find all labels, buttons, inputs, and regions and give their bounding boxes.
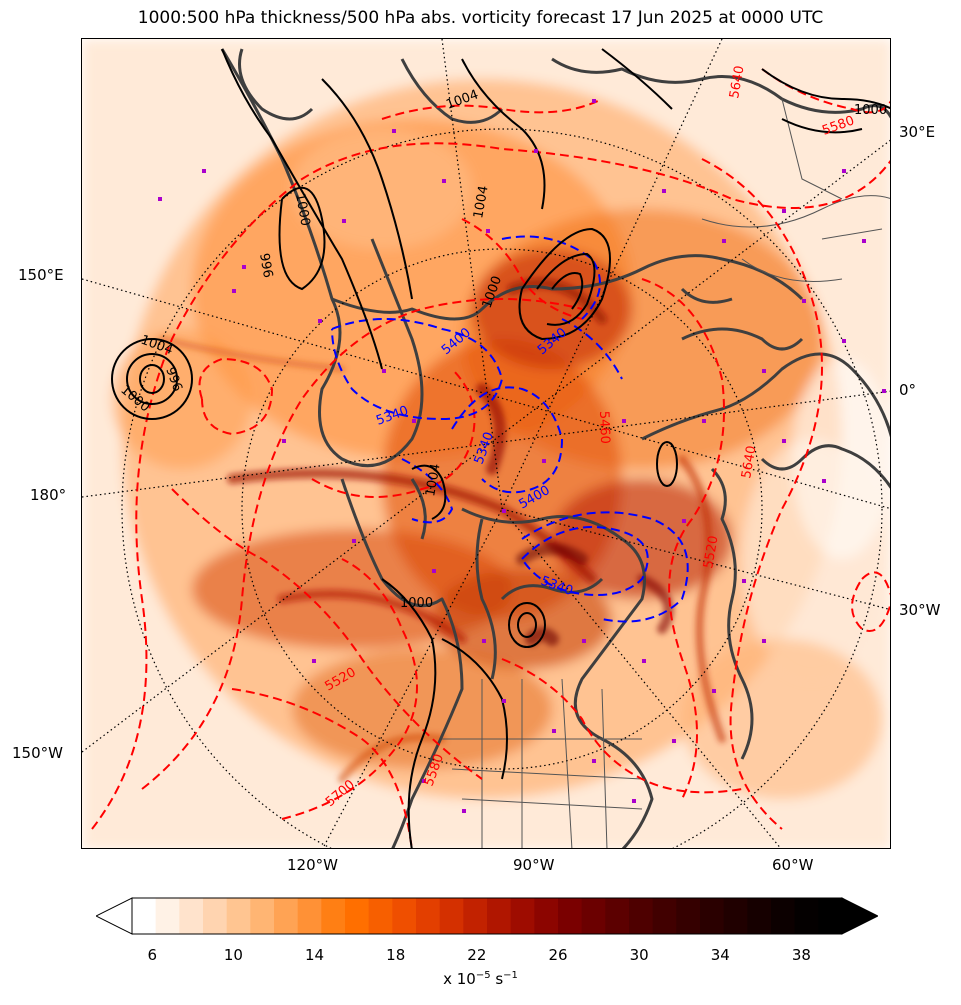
colorbar-label-exponent: −5	[475, 970, 491, 981]
colorbar-tick-label: 34	[710, 946, 730, 964]
colorbar-swatch	[747, 898, 772, 934]
lon-label-30w: 30°W	[899, 601, 941, 619]
colorbar-swatch	[700, 898, 725, 934]
colorbar-tick-label: 14	[305, 946, 325, 964]
colorbar-label-prefix: x 10	[443, 970, 476, 988]
colorbar-swatch	[203, 898, 228, 934]
graticule	[82, 39, 890, 848]
colorbar-swatch	[250, 898, 275, 934]
pressure-label: 1000	[400, 596, 433, 611]
colorbar-swatch	[629, 898, 654, 934]
colorbar	[94, 896, 880, 936]
colorbar-swatch	[771, 898, 796, 934]
lon-label-150e: 150°E	[18, 266, 64, 284]
colorbar-swatch	[132, 898, 157, 934]
lon-label-0: 0°	[899, 381, 917, 399]
colorbar-label: x 10−5 s−1	[0, 970, 961, 988]
colorbar-outline	[131, 897, 843, 935]
page-title: 1000:500 hPa thickness/500 hPa abs. vort…	[137, 8, 824, 28]
colorbar-swatch	[179, 898, 204, 934]
pressure-label: 1000	[854, 103, 887, 118]
map-panel: 1004 1000 996 1004 1000 1004 1000 996 10…	[81, 38, 891, 849]
colorbar-scale	[94, 897, 880, 935]
colorbar-swatch	[226, 898, 251, 934]
colorbar-label-unit: s	[490, 970, 504, 988]
colorbar-tick-label: 22	[467, 946, 487, 964]
colorbar-tick-label: 10	[223, 946, 243, 964]
colorbar-swatch	[463, 898, 488, 934]
colorbar-tick-label: 18	[386, 946, 406, 964]
colorbar-label-unit-exponent: −1	[503, 970, 518, 981]
thickness-contours-cold	[331, 235, 689, 623]
lon-label-120w: 120°W	[287, 856, 338, 874]
colorbar-swatch	[392, 898, 417, 934]
colorbar-swatch	[794, 898, 819, 934]
colorbar-swatch	[558, 898, 583, 934]
colorbar-extend-max	[841, 897, 880, 935]
vorticity-streaks	[159, 278, 726, 783]
colorbar-swatch	[818, 898, 843, 934]
colorbar-swatch	[534, 898, 559, 934]
colorbar-swatch	[368, 898, 393, 934]
pressure-label: 1004	[471, 184, 492, 219]
lon-label-180: 180°	[30, 486, 67, 504]
colorbar-tick-label: 6	[147, 946, 158, 964]
colorbar-swatch	[652, 898, 677, 934]
thickness-label-warm: 5520	[701, 534, 722, 569]
colorbar-swatch	[416, 898, 441, 934]
thickness-label-warm: 5640	[727, 64, 748, 99]
colorbar-swatch	[345, 898, 370, 934]
colorbar-tick-label: 38	[791, 946, 811, 964]
thickness-label-warm: 5460	[596, 411, 612, 445]
vorticity-map: 1004 1000 996 1004 1000 1004 1000 996 10…	[82, 39, 890, 848]
thickness-label-warm: 5640	[739, 444, 760, 479]
lon-label-30e: 30°E	[899, 123, 936, 141]
lon-label-150w: 150°W	[12, 744, 63, 762]
lon-label-90w: 90°W	[513, 856, 555, 874]
colorbar-extend-min	[94, 897, 133, 935]
colorbar-swatch	[487, 898, 512, 934]
political-borders	[442, 98, 890, 848]
pressure-contours	[111, 48, 890, 848]
colorbar-swatch	[439, 898, 464, 934]
colorbar-tick-label: 26	[548, 946, 568, 964]
colorbar-swatch	[155, 898, 180, 934]
colorbar-swatch	[297, 898, 322, 934]
pressure-label: 996	[256, 252, 275, 279]
colorbar-swatch	[581, 898, 606, 934]
colorbar-tick-label: 30	[629, 946, 649, 964]
station-markers	[158, 99, 886, 813]
colorbar-swatch	[274, 898, 299, 934]
pressure-label: 1004	[423, 462, 444, 497]
colorbar-swatch	[605, 898, 630, 934]
colorbar-swatch	[723, 898, 748, 934]
pressure-label: 1000	[292, 192, 313, 227]
colorbar-swatch	[510, 898, 535, 934]
lon-label-60w: 60°W	[772, 856, 814, 874]
colorbar-swatch	[676, 898, 701, 934]
colorbar-swatch	[321, 898, 346, 934]
